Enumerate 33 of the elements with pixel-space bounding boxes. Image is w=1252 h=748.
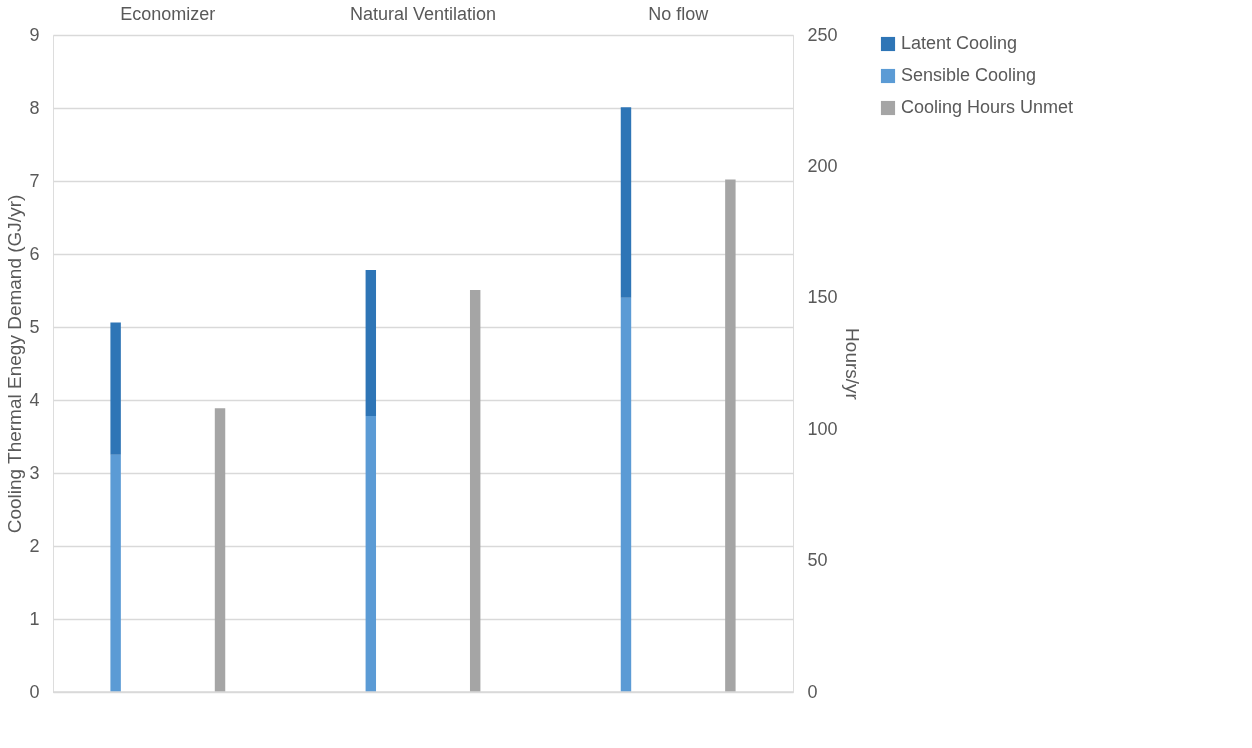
bar xyxy=(365,416,377,692)
y-tick-label: 6 xyxy=(29,243,40,264)
y-tick-label: 4 xyxy=(29,389,40,410)
y-tick-label: 7 xyxy=(29,170,40,191)
x-tick-label: Natural Ventilation xyxy=(349,3,497,24)
y2-tick-label: 100 xyxy=(807,418,838,439)
bar xyxy=(620,297,632,692)
bar xyxy=(110,322,121,455)
bar xyxy=(469,289,481,692)
x-tick-label: Economizer xyxy=(120,3,216,24)
y-tick-label: 3 xyxy=(29,462,40,483)
y2-tick-label: 150 xyxy=(807,287,838,308)
legend-label: Cooling Hours Unmet xyxy=(901,97,1074,117)
y-tick-label: 9 xyxy=(29,24,40,45)
legend-label: Latent Cooling xyxy=(901,33,1018,53)
y-axis-title: Cooling Thermal Enegy Demand (GJ/yr) xyxy=(4,194,26,534)
y2-tick-label: 200 xyxy=(807,155,838,176)
legend-label: Sensible Cooling xyxy=(901,65,1037,85)
bar xyxy=(214,408,226,692)
y2-axis-title: Hours/yr xyxy=(841,328,863,401)
y-tick-label: 2 xyxy=(29,535,40,556)
x-tick-label: No flow xyxy=(648,3,710,24)
y2-tick-label: 0 xyxy=(807,681,818,702)
y-tick-label: 8 xyxy=(29,97,40,118)
bar xyxy=(725,179,736,692)
y2-tick-label: 250 xyxy=(807,24,838,45)
bar xyxy=(620,107,632,298)
y2-tick-label: 50 xyxy=(807,550,828,571)
bar xyxy=(110,454,121,692)
y-tick-label: 1 xyxy=(29,608,40,629)
y-tick-label: 5 xyxy=(29,316,40,337)
bar xyxy=(365,270,377,417)
y-tick-label: 0 xyxy=(29,681,40,702)
